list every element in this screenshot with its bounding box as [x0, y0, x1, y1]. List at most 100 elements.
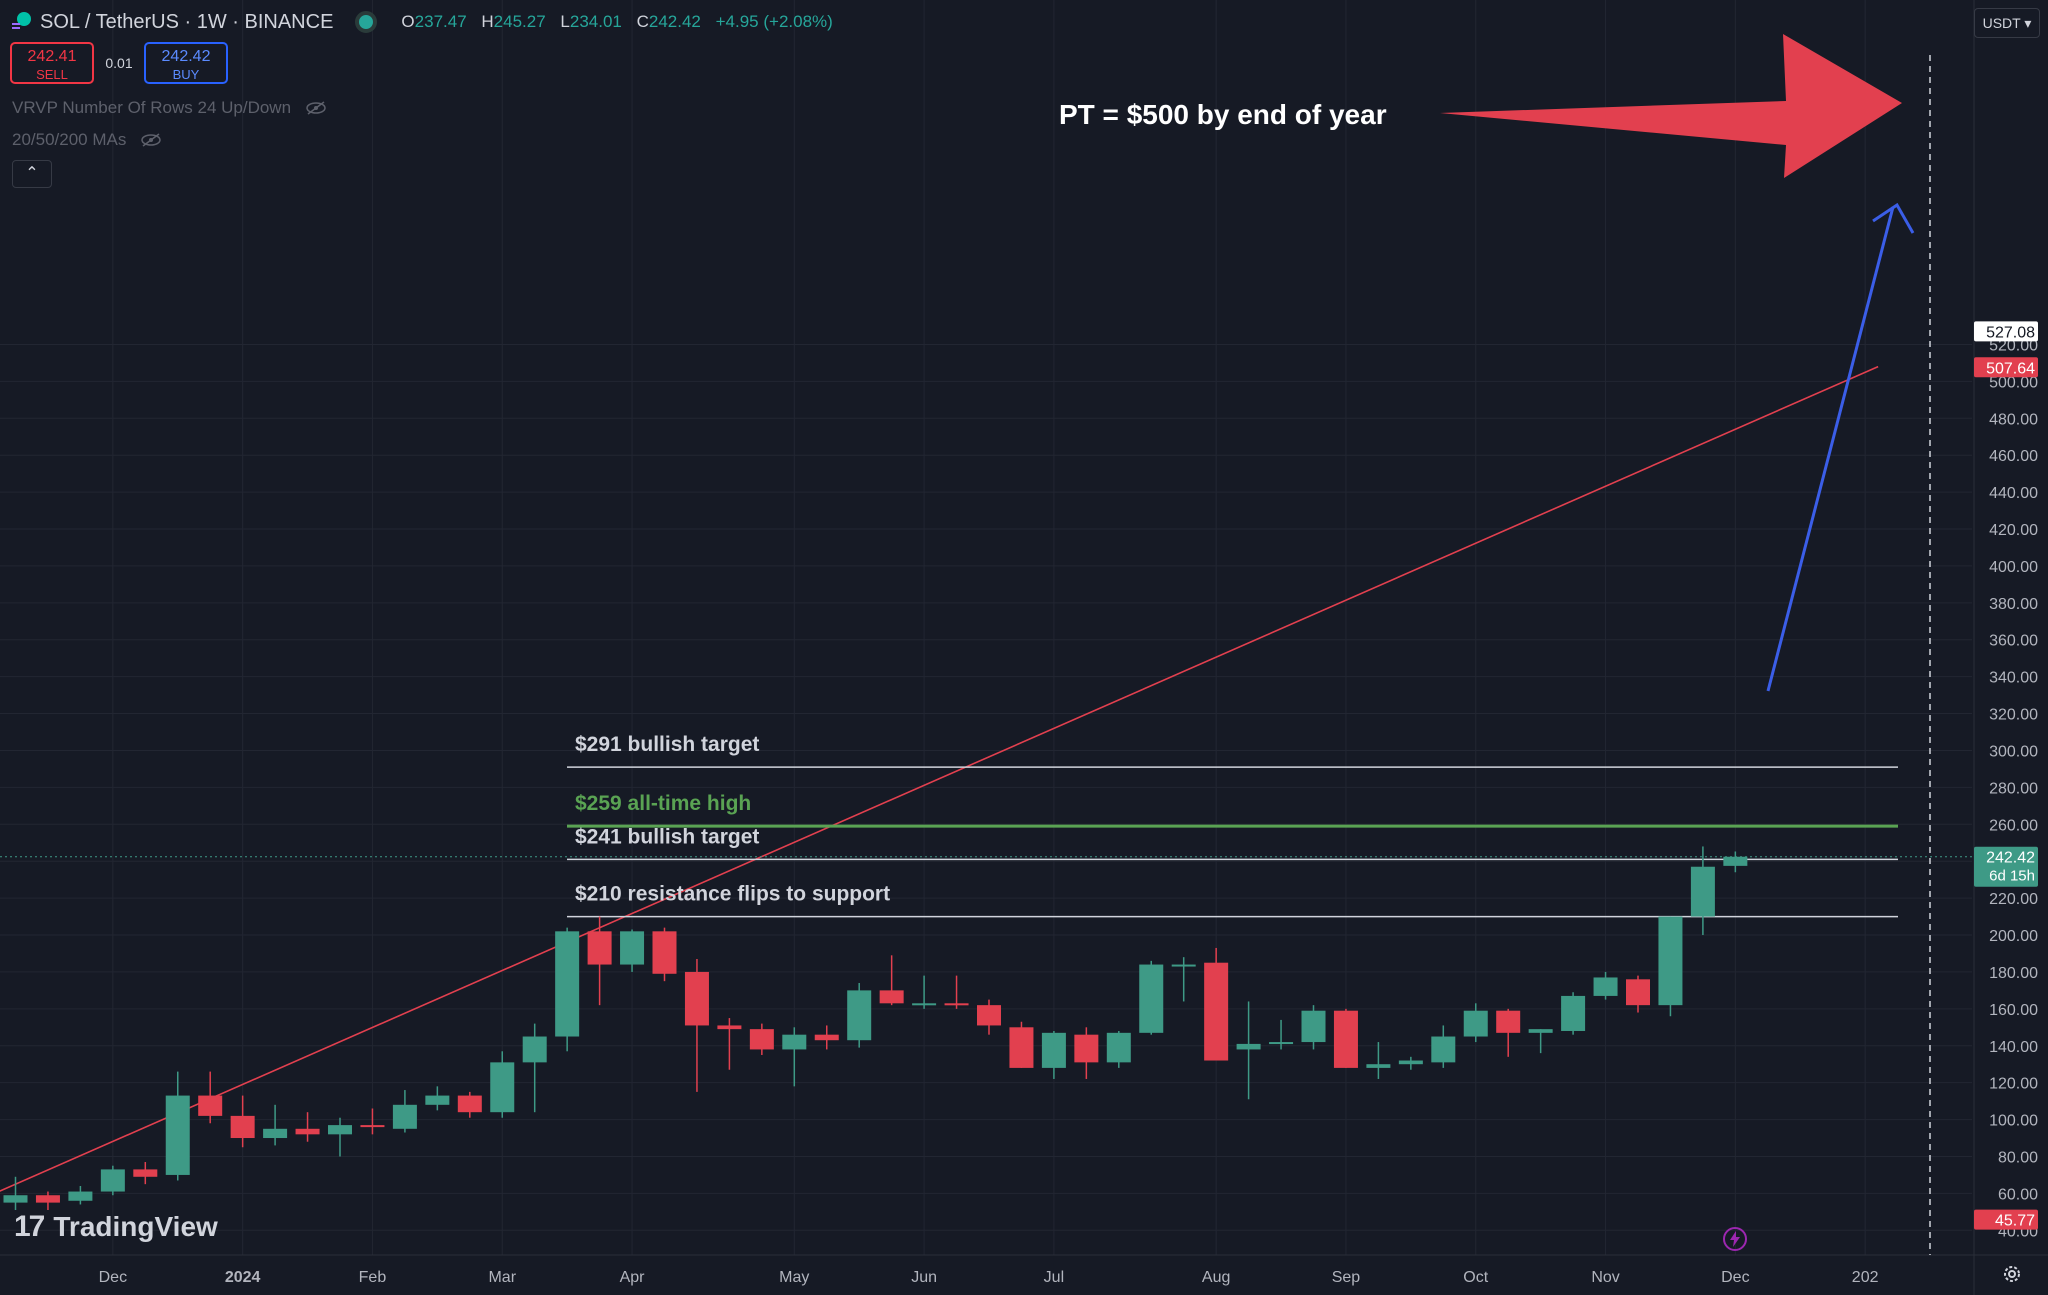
candle — [620, 929, 645, 972]
y-tick-label: 140.00 — [1989, 1039, 2038, 1056]
gear-icon[interactable] — [2000, 1262, 2024, 1286]
candle — [814, 1025, 839, 1050]
tradingview-logo-icon: 17 — [14, 1210, 45, 1243]
x-tick-label: Jun — [911, 1269, 937, 1286]
market-status-icon — [355, 11, 378, 33]
y-tick-label: 340.00 — [1989, 670, 2038, 687]
y-tick-label: 520.00 — [1989, 337, 2038, 354]
candle-body — [263, 1128, 288, 1139]
candle — [782, 1027, 807, 1087]
candle — [263, 1104, 288, 1146]
y-tick-label: 60.00 — [1998, 1186, 2038, 1203]
symbol-title[interactable]: SOL / TetherUS · 1W · BINANCE — [40, 10, 334, 33]
currency-selector[interactable]: USDT ▾ — [1974, 8, 2040, 38]
candle — [457, 1091, 482, 1118]
spread-value: 0.01 — [105, 55, 133, 71]
sell-button[interactable]: 242.41 SELL — [10, 42, 94, 84]
y-tick-label: 80.00 — [1998, 1149, 2038, 1166]
candle — [912, 975, 937, 1009]
x-tick-label: Apr — [620, 1269, 646, 1286]
x-tick-label: Feb — [359, 1269, 387, 1286]
price-axis-label-bg — [1974, 1209, 2038, 1230]
candle-body — [1366, 1064, 1391, 1068]
candle-body — [360, 1125, 385, 1128]
trade-panel: 242.41 SELL 0.01 242.42 BUY — [10, 42, 228, 84]
candle-body — [684, 971, 709, 1026]
horizontal-level-label: $259 all-time high — [575, 792, 751, 815]
candle-body — [392, 1104, 417, 1129]
y-tick-label: 100.00 — [1989, 1113, 2038, 1130]
candle — [425, 1086, 450, 1111]
price-axis — [1974, 0, 2048, 1295]
candle — [522, 1023, 547, 1113]
price-axis-label-bg — [1974, 846, 2038, 887]
candle — [1009, 1021, 1034, 1068]
chevron-up-icon: ⌃ — [25, 165, 39, 182]
indicator-vrvp[interactable]: VRVP Number Of Rows 24 Up/Down — [12, 98, 327, 118]
buy-button[interactable]: 242.42 BUY — [144, 42, 228, 84]
candle-body — [490, 1062, 515, 1113]
candle — [1561, 992, 1586, 1035]
price-axis-label-text: 507.64 — [1986, 360, 2035, 377]
x-tick-label: Oct — [1463, 1269, 1488, 1286]
candle — [684, 959, 709, 1092]
candle-body — [1463, 1010, 1488, 1037]
candle — [1398, 1056, 1423, 1070]
candle-body — [35, 1195, 60, 1203]
price-axis-label-text: 45.77 — [1995, 1213, 2035, 1230]
horizontal-level-label: $210 resistance flips to support — [575, 883, 890, 906]
candle-body — [1658, 916, 1683, 1006]
candle — [1106, 1030, 1131, 1068]
candle-body — [879, 990, 904, 1004]
candle — [1171, 957, 1196, 1002]
candle-body — [912, 1003, 937, 1006]
candle — [295, 1112, 320, 1142]
candle — [1658, 916, 1683, 1017]
symbol-logo-icon — [12, 12, 31, 29]
candle — [587, 916, 612, 1006]
candle — [68, 1186, 93, 1205]
y-tick-label: 360.00 — [1989, 633, 2038, 650]
candle-body — [3, 1195, 28, 1203]
candle — [749, 1023, 774, 1055]
candle — [1333, 1008, 1358, 1068]
candle — [555, 927, 580, 1052]
grid-lines — [0, 0, 1972, 1255]
collapse-indicators-button[interactable]: ⌃ — [12, 160, 52, 188]
candle-body — [328, 1125, 352, 1135]
indicator-mas[interactable]: 20/50/200 MAs — [12, 130, 162, 150]
candle — [1236, 1001, 1261, 1100]
y-tick-label: 420.00 — [1989, 522, 2038, 539]
candle-body — [1626, 979, 1650, 1006]
y-tick-label: 220.00 — [1989, 891, 2038, 908]
y-tick-label: 120.00 — [1989, 1076, 2038, 1093]
candle-body — [133, 1169, 158, 1177]
candle-body — [100, 1169, 125, 1192]
lightning-icon[interactable] — [1722, 1226, 1748, 1252]
candle — [652, 927, 677, 982]
candle-body — [457, 1095, 482, 1113]
candle — [165, 1071, 190, 1181]
candle-body — [944, 1003, 969, 1006]
candle-body — [1301, 1010, 1326, 1043]
candle-body — [1723, 856, 1748, 866]
price-axis-label: 507.64 — [1974, 357, 2038, 378]
y-tick-label: 180.00 — [1989, 965, 2038, 982]
candle — [1074, 1027, 1099, 1079]
candle — [1626, 975, 1650, 1013]
x-tick-label: Aug — [1202, 1269, 1230, 1286]
candle — [392, 1090, 417, 1133]
candle-body — [1204, 962, 1229, 1061]
candle-body — [620, 931, 645, 965]
ohlc-values: O237.47 H245.27 L234.01 C242.42 +4.95 (+… — [401, 12, 833, 31]
red-arrow — [1440, 34, 1902, 178]
candle-body — [1269, 1042, 1294, 1045]
candle — [944, 975, 969, 1009]
hidden-eye-icon[interactable] — [305, 101, 327, 115]
x-tick-label: Mar — [488, 1269, 516, 1286]
hidden-eye-icon[interactable] — [140, 133, 162, 147]
y-tick-label: 500.00 — [1989, 374, 2038, 391]
y-tick-label: 480.00 — [1989, 411, 2038, 428]
